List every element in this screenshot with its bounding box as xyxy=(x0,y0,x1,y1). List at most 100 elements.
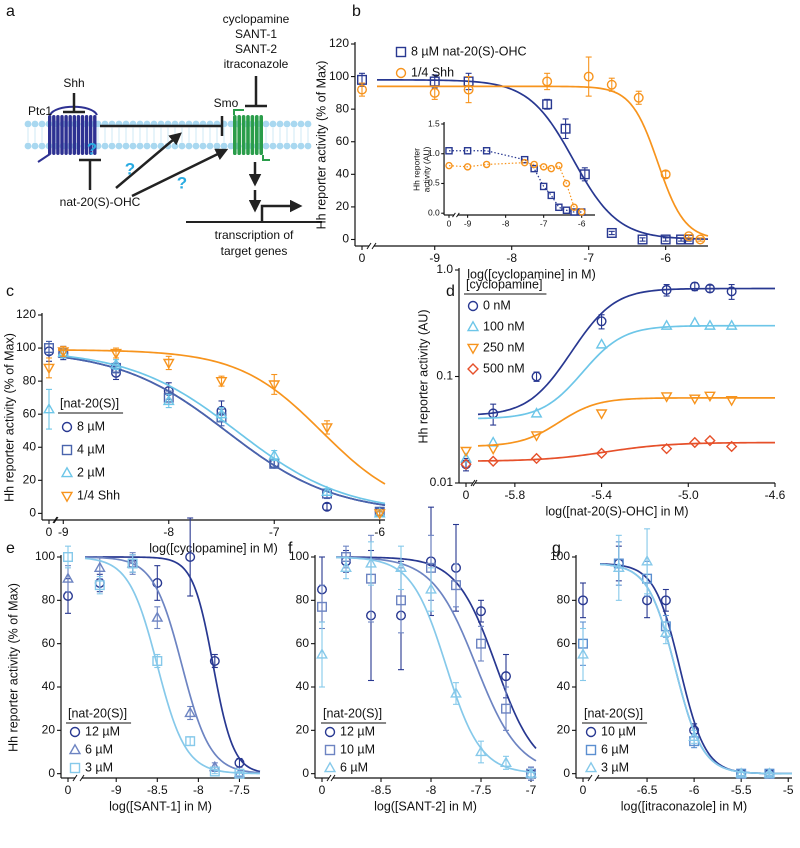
x-axis-label: log([SANT-2] in M) xyxy=(374,799,477,813)
legend-marker xyxy=(395,46,407,58)
x-tick-label: -6.5 xyxy=(637,783,658,797)
y-tick-label: 100 xyxy=(16,340,36,354)
legend-label: 10 µM xyxy=(340,742,375,756)
axis-break xyxy=(72,774,78,782)
legend-label: 8 µM xyxy=(77,419,105,433)
x-tick-label: 0 xyxy=(46,525,53,539)
marker xyxy=(530,452,543,465)
helix xyxy=(89,115,93,155)
error-bar xyxy=(662,237,669,242)
marker xyxy=(365,557,377,568)
compound-label: nat-20(S)-OHC xyxy=(60,195,141,209)
panel-letter: e xyxy=(6,540,15,557)
marker xyxy=(152,656,163,667)
lipid-head xyxy=(31,142,39,150)
y-tick-label: 100 xyxy=(550,549,570,563)
marker xyxy=(463,163,472,171)
lipid-head xyxy=(283,142,291,150)
marker xyxy=(185,552,196,563)
marker xyxy=(555,203,563,212)
marker xyxy=(577,208,586,216)
x-axis-label: log([SANT-1] in M) xyxy=(109,799,212,813)
marker xyxy=(595,409,608,420)
marker xyxy=(725,440,738,453)
marker xyxy=(633,92,644,103)
legend-marker xyxy=(324,744,336,756)
connector-line xyxy=(448,162,583,213)
marker xyxy=(596,316,607,327)
marker xyxy=(530,431,543,442)
series xyxy=(63,517,261,773)
marker xyxy=(460,458,472,470)
legend-label: 250 nM xyxy=(483,340,525,354)
marker xyxy=(683,231,694,242)
marker xyxy=(539,182,548,191)
connector-line xyxy=(449,150,582,213)
panel-letter: c xyxy=(6,283,14,300)
x-tick-label: -8.5 xyxy=(147,783,168,797)
legend-marker xyxy=(467,300,479,312)
error-bar xyxy=(503,686,509,731)
marker xyxy=(660,234,671,245)
axis-break xyxy=(330,774,336,782)
legend-marker xyxy=(467,363,479,375)
error-bar xyxy=(368,541,374,586)
marker xyxy=(704,434,716,447)
legend-label: 10 µM xyxy=(601,724,636,738)
error-bar xyxy=(211,768,218,775)
marker xyxy=(395,561,407,572)
marker xyxy=(725,395,738,407)
lipid-head xyxy=(262,142,270,150)
x-tick-label: -6 xyxy=(660,251,671,265)
lipid-head xyxy=(283,120,291,128)
y-tick-label: 40 xyxy=(23,439,37,453)
legend-marker xyxy=(61,444,73,456)
marker xyxy=(476,606,487,617)
x-tick-label: -9 xyxy=(58,525,69,539)
error-bar xyxy=(490,403,497,426)
receptor-label: Ptc1 xyxy=(28,104,52,118)
x-tick-label: 0 xyxy=(359,251,366,265)
legend-title: [nat-20(S)] xyxy=(68,706,127,720)
lipid-head xyxy=(276,142,284,150)
error-bar xyxy=(697,237,704,242)
x-tick-label: -8 xyxy=(502,218,510,228)
error-bar xyxy=(96,575,103,595)
x-tick-label: 0 xyxy=(463,488,470,502)
smo-label: Smo xyxy=(214,96,239,110)
marker xyxy=(162,358,175,370)
error-bar xyxy=(46,357,52,379)
marker xyxy=(577,648,589,659)
series xyxy=(460,316,775,463)
helix xyxy=(255,115,259,155)
helix xyxy=(241,115,246,155)
ptc1-protein xyxy=(37,105,98,163)
x-tick-label: -6 xyxy=(374,525,385,539)
y-axis-label: Hh reporter xyxy=(411,148,421,191)
legend-title: [nat-20(S)] xyxy=(60,396,119,410)
x-tick-label: -8.5 xyxy=(371,783,392,797)
marker xyxy=(530,164,538,173)
lipid-head xyxy=(136,142,144,150)
marker xyxy=(463,84,474,95)
y-tick-label: 0 xyxy=(563,766,570,780)
axis-break xyxy=(452,212,456,218)
marker xyxy=(429,87,440,98)
series xyxy=(357,72,709,245)
transcription-arrow xyxy=(260,199,303,222)
lipid-head xyxy=(213,142,221,150)
marker xyxy=(579,169,590,180)
inhibitor-label: cyclopamine xyxy=(223,12,290,26)
lipid-head xyxy=(262,120,270,128)
error-bar xyxy=(678,237,685,242)
axis-break xyxy=(587,774,593,782)
marker xyxy=(460,452,472,463)
marker xyxy=(578,595,589,606)
error-bar xyxy=(154,565,161,601)
y-tick-label: 80 xyxy=(336,101,350,115)
lipid-head xyxy=(143,142,151,150)
x-tick-label: -7.5 xyxy=(229,783,250,797)
y-tick-label: 100 xyxy=(35,549,55,563)
marker xyxy=(268,449,281,460)
